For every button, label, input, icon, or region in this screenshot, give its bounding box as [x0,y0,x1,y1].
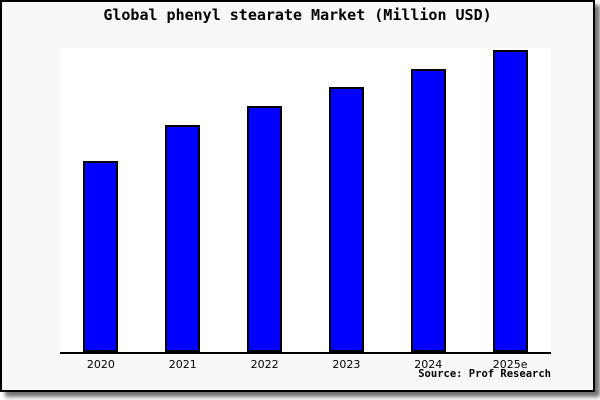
x-tick-label-2025e: 2025e [492,358,528,371]
chart-card: Global phenyl stearate Market (Million U… [0,0,595,392]
x-tick-label-2020: 2020 [86,358,115,371]
x-tick-label-2024: 2024 [414,358,443,371]
x-axis-labels: 2020 2021 2022 2023 2024 2025e [60,358,551,373]
bar-2023 [328,86,364,352]
bar-2022 [247,106,283,352]
x-tick-label-2021: 2021 [168,358,197,371]
source-note: Source: Prof Research [418,368,551,380]
x-tick-label-2023: 2023 [332,358,361,371]
bar-2020 [83,161,119,352]
x-tick-label-2022: 2022 [250,358,279,371]
plot-area [60,48,551,354]
chart-title: Global phenyl stearate Market (Million U… [103,6,492,24]
bar-2025e [492,50,528,352]
bar-2021 [165,124,201,352]
bar-2024 [410,68,446,352]
